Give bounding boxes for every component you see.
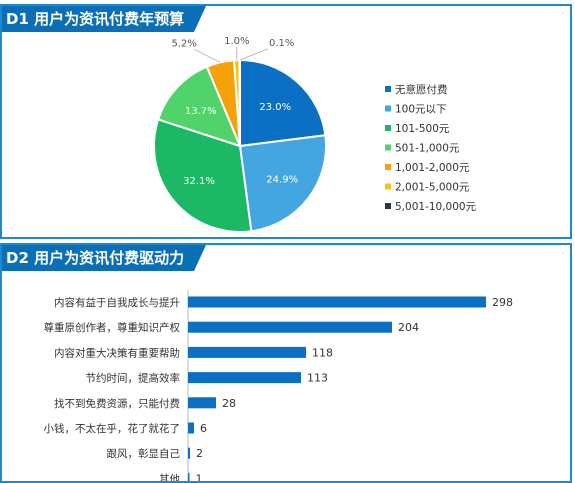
bar — [188, 422, 194, 434]
pie-data-label: 24.9% — [266, 175, 298, 186]
bar — [188, 397, 216, 409]
bar-value-label: 298 — [492, 296, 513, 309]
bar-value-label: 6 — [200, 422, 207, 435]
bar-category-label: 小钱，不太在乎，花了就花了 — [44, 422, 181, 435]
pie-leader-line — [239, 48, 268, 61]
bar — [188, 472, 190, 481]
pie-data-label: 0.1% — [269, 38, 294, 49]
bar-value-label: 118 — [312, 346, 333, 359]
legend-label: 501-1,000元 — [395, 143, 460, 155]
pie-data-label: 5.2% — [171, 38, 196, 49]
bar — [188, 321, 392, 333]
legend-swatch — [385, 183, 391, 190]
legend-label: 1,001-2,000元 — [395, 162, 470, 174]
pie-data-label: 1.0% — [224, 36, 249, 47]
bar-value-label: 204 — [398, 321, 419, 334]
pie-data-label: 23.0% — [259, 102, 291, 113]
bar-category-label: 尊重原创作者，尊重知识产权 — [44, 321, 181, 334]
legend-swatch — [385, 164, 391, 170]
bar — [188, 372, 301, 384]
pie-panel-title: D1 用户为资讯付费年预算 — [2, 6, 207, 32]
bar-category-label: 内容对重大决策有重要帮助 — [54, 346, 180, 359]
legend-label: 100元以下 — [395, 104, 447, 116]
pie-chart: 23.0% 24.9% 32.1% 13.7% 5.2% 1.0% 0.1% 无意愿付费 100… — [153, 36, 477, 233]
bar-value-label: 28 — [222, 397, 236, 410]
bar-panel-title: D2 用户为资讯付费驱动力 — [2, 245, 207, 271]
legend-swatch — [385, 125, 391, 131]
pie-panel: D1 用户为资讯付费年预算 23.0% 24.9% 32.1% 13.7% 5.2% 1.… — [0, 4, 572, 239]
bar-value-label: 1 — [196, 472, 203, 481]
pie-slice — [156, 65, 242, 148]
bar-value-label: 2 — [196, 447, 203, 460]
bar-category-label: 其他 — [159, 472, 180, 481]
pie-slice — [238, 58, 241, 147]
bar — [188, 447, 190, 459]
bar-panel: D2 用户为资讯付费驱动力 内容有益于自我成长与提升 298 尊重原创作者，尊重知识… — [0, 243, 572, 483]
pie-data-label: 13.7% — [185, 106, 217, 117]
legend-label: 101-500元 — [395, 123, 450, 135]
legend-label: 无意愿付费 — [395, 83, 448, 96]
legend-swatch — [385, 203, 391, 209]
pie-data-label: 32.1% — [183, 176, 215, 187]
pie-slice — [153, 118, 253, 233]
bar — [188, 296, 486, 308]
bar-value-label: 113 — [307, 372, 328, 385]
legend-label: 2,001-5,000元 — [395, 182, 470, 194]
bar-category-label: 跟风，彰显自己 — [107, 447, 181, 460]
bar-chart: 内容有益于自我成长与提升 298 尊重原创作者，尊重知识产权 204 内容对重大决策有重… — [44, 290, 513, 481]
legend-swatch — [385, 144, 391, 151]
pie-leader-line — [194, 48, 221, 63]
pie-slice — [239, 58, 327, 148]
legend-swatch — [385, 105, 391, 112]
legend-label: 5,001-10,000元 — [395, 201, 477, 213]
bar-category-label: 内容有益于自我成长与提升 — [54, 296, 180, 309]
legend-swatch — [385, 86, 391, 92]
bar-category-label: 找不到免费资源，只能付费 — [54, 397, 180, 410]
bar — [188, 346, 306, 358]
pie-slice — [238, 134, 327, 233]
bar-category-label: 节约时间，提高效率 — [86, 372, 181, 385]
